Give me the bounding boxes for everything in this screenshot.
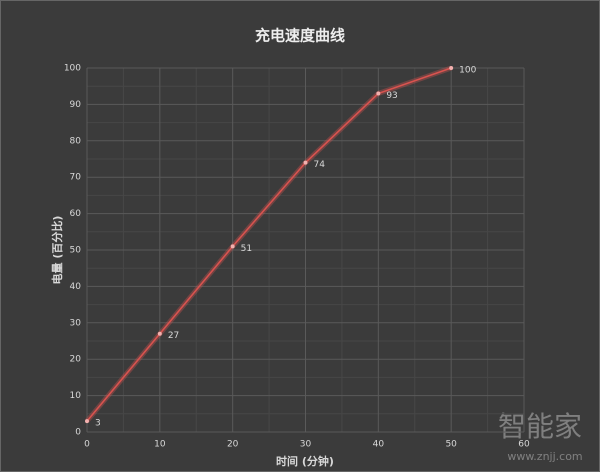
x-tick-label: 40 bbox=[373, 440, 385, 450]
point bbox=[230, 244, 235, 249]
y-axis-label: 电量 (百分比) bbox=[50, 216, 64, 285]
point bbox=[85, 419, 89, 424]
y-tick-label: 20 bbox=[70, 355, 82, 365]
y-tick-label: 90 bbox=[70, 100, 82, 110]
point bbox=[303, 160, 308, 165]
point bbox=[157, 331, 162, 336]
line bbox=[86, 67, 452, 422]
x-tick-label: 20 bbox=[227, 440, 239, 450]
watermark-url: www.znjj.com bbox=[507, 450, 582, 463]
x-tick-label: 10 bbox=[154, 440, 166, 450]
data-label: 74 bbox=[314, 160, 326, 170]
chart-title: 充电速度曲线 bbox=[255, 27, 345, 45]
data-label: 51 bbox=[241, 244, 252, 254]
y-tick-label: 10 bbox=[70, 391, 82, 401]
watermark: 智能家 bbox=[498, 410, 582, 443]
point bbox=[449, 66, 454, 70]
y-tick-label: 70 bbox=[70, 173, 82, 183]
y-tick-label: 50 bbox=[70, 246, 82, 256]
data-label: 27 bbox=[168, 331, 179, 341]
data-label: 93 bbox=[386, 91, 397, 101]
y-tick-label: 30 bbox=[70, 318, 82, 328]
data-label: 100 bbox=[459, 66, 476, 76]
x-axis-label: 时间 (分钟) bbox=[276, 454, 334, 468]
point bbox=[376, 91, 381, 96]
y-tick-label: 0 bbox=[75, 428, 81, 438]
x-tick-label: 50 bbox=[445, 440, 457, 450]
x-tick-label: 30 bbox=[300, 440, 312, 450]
y-tick-label: 100 bbox=[64, 64, 81, 74]
x-tick-label: 0 bbox=[84, 440, 90, 450]
y-tick-label: 80 bbox=[70, 136, 82, 146]
x-tick-label: 60 bbox=[518, 440, 530, 450]
y-tick-label: 40 bbox=[70, 282, 82, 292]
y-tick-label: 60 bbox=[70, 209, 82, 219]
data-label: 3 bbox=[95, 419, 101, 429]
